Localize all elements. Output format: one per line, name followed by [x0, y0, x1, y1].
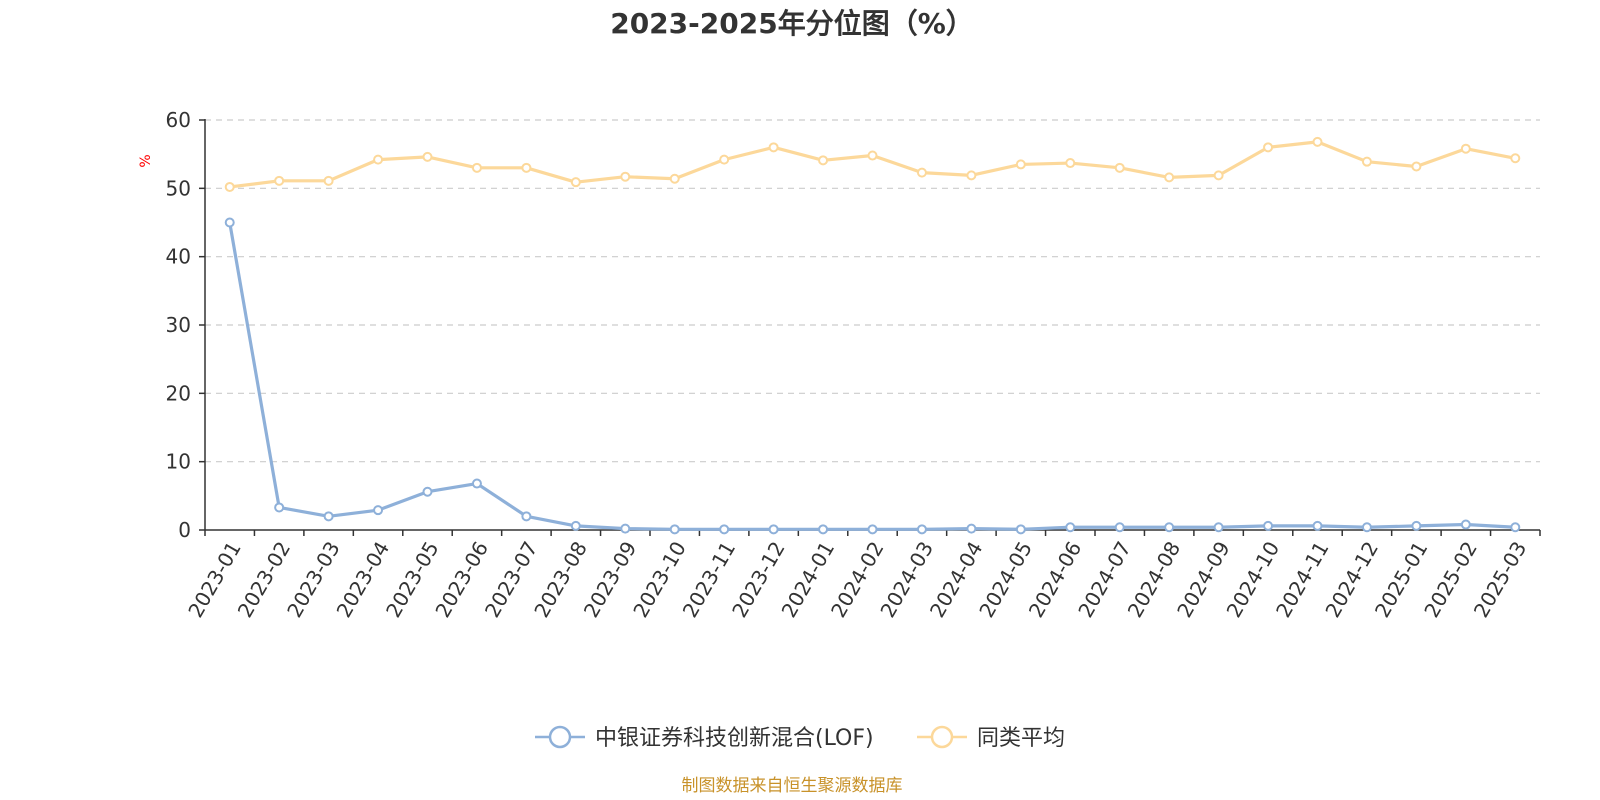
data-point[interactable]: [669, 173, 680, 184]
data-point[interactable]: [1114, 162, 1125, 173]
data-point[interactable]: [620, 171, 631, 182]
data-point[interactable]: [1065, 158, 1076, 169]
data-point[interactable]: [1510, 153, 1521, 164]
legend-marker: [548, 725, 572, 749]
data-point[interactable]: [818, 155, 829, 166]
data-point[interactable]: [1164, 172, 1175, 183]
data-point[interactable]: [1460, 143, 1471, 154]
data-point[interactable]: [1411, 161, 1422, 172]
data-point[interactable]: [1263, 520, 1274, 531]
legend-item-0[interactable]: 中银证券科技创新混合(LOF): [535, 725, 874, 751]
data-point[interactable]: [768, 142, 779, 153]
data-point[interactable]: [620, 523, 631, 534]
data-point[interactable]: [323, 175, 334, 186]
y-tick-label: 10: [166, 450, 191, 474]
y-tick-label: 30: [166, 313, 191, 337]
data-point[interactable]: [521, 162, 532, 173]
data-point[interactable]: [422, 151, 433, 162]
data-point[interactable]: [916, 167, 927, 178]
source-note: 制图数据来自恒生聚源数据库: [682, 776, 903, 796]
data-point[interactable]: [1460, 519, 1471, 530]
data-point[interactable]: [1015, 159, 1026, 170]
data-point[interactable]: [224, 217, 235, 228]
data-point[interactable]: [1065, 522, 1076, 533]
data-point[interactable]: [1361, 522, 1372, 533]
data-point[interactable]: [373, 154, 384, 165]
data-point[interactable]: [570, 177, 581, 188]
y-tick-label: 0: [178, 518, 191, 542]
data-point[interactable]: [373, 505, 384, 516]
data-point[interactable]: [274, 175, 285, 186]
grid-lines: [205, 119, 1540, 463]
data-point[interactable]: [274, 502, 285, 513]
data-point[interactable]: [323, 511, 334, 522]
data-point[interactable]: [719, 154, 730, 165]
data-point[interactable]: [1312, 520, 1323, 531]
legend-item-1[interactable]: 同类平均: [917, 725, 1065, 751]
data-point[interactable]: [570, 520, 581, 531]
y-tick-label: 50: [166, 176, 191, 200]
data-point[interactable]: [224, 181, 235, 192]
y-tick-label: 60: [166, 108, 191, 132]
x-tick-labels: 2023-012023-022023-032023-042023-052023-…: [183, 537, 1531, 621]
data-point[interactable]: [1164, 522, 1175, 533]
data-point[interactable]: [966, 523, 977, 534]
y-tick-label: 20: [166, 381, 191, 405]
legend-label: 中银证券科技创新混合(LOF): [595, 726, 874, 751]
data-point[interactable]: [521, 511, 532, 522]
data-point[interactable]: [768, 524, 779, 535]
data-point[interactable]: [669, 524, 680, 535]
data-point[interactable]: [471, 162, 482, 173]
data-point[interactable]: [966, 170, 977, 181]
data-point[interactable]: [867, 524, 878, 535]
y-tick-label: 40: [166, 245, 191, 269]
series-line-1: [229, 140, 1516, 189]
data-point[interactable]: [867, 150, 878, 161]
legend-marker: [930, 725, 954, 749]
chart-title: 2023-2025年分位图（%）: [610, 7, 974, 40]
series-line-0: [228, 222, 1516, 531]
data-point[interactable]: [471, 478, 482, 489]
y-axis-unit-label: %: [138, 154, 154, 167]
data-point[interactable]: [719, 524, 730, 535]
data-point[interactable]: [1510, 522, 1521, 533]
data-point[interactable]: [422, 486, 433, 497]
data-point[interactable]: [1213, 170, 1224, 181]
data-point[interactable]: [1361, 156, 1372, 167]
data-point[interactable]: [1263, 142, 1274, 153]
data-point[interactable]: [916, 524, 927, 535]
data-point[interactable]: [1213, 522, 1224, 533]
legend-label: 同类平均: [977, 726, 1065, 751]
axes: [199, 119, 1541, 536]
data-point[interactable]: [1411, 520, 1422, 531]
data-point[interactable]: [1015, 524, 1026, 535]
y-tick-labels: 0 10 20 30 40 50 60: [166, 108, 191, 542]
data-point[interactable]: [818, 524, 829, 535]
series-lines: [224, 136, 1521, 535]
data-point[interactable]: [1312, 136, 1323, 147]
data-point[interactable]: [1114, 522, 1125, 533]
legend[interactable]: 中银证券科技创新混合(LOF) 同类平均: [535, 725, 1065, 751]
